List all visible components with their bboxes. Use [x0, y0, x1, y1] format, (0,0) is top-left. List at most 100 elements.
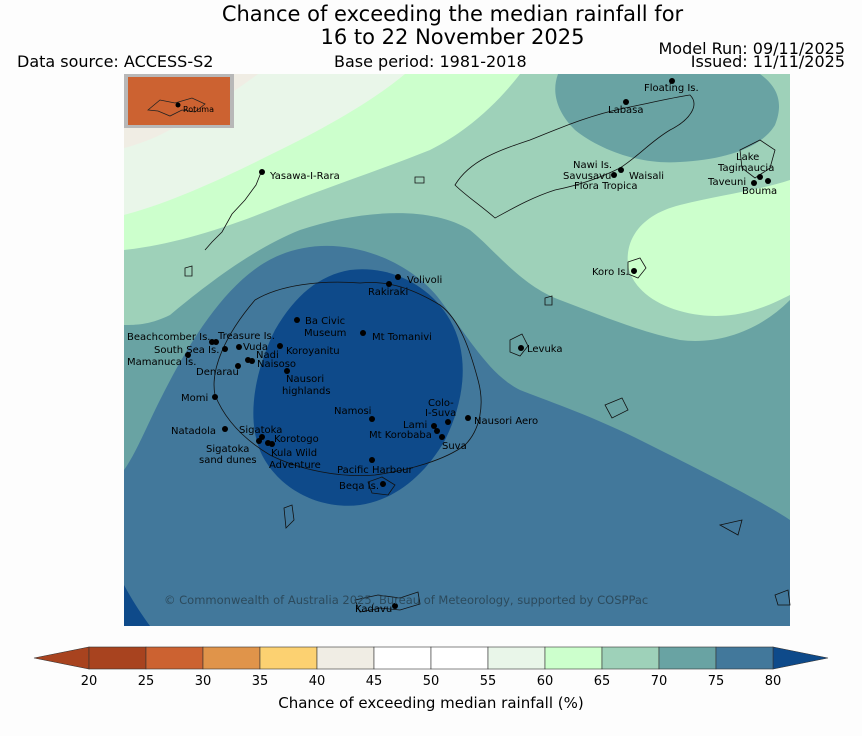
colorbar-tick-25: 25 [138, 674, 155, 689]
floating-is-marker [669, 78, 675, 84]
nawi-is-label: Nawi Is. [573, 160, 612, 171]
flora-tropica-label: Flora Tropica [574, 181, 637, 192]
korotogo-label: Korotogo [274, 434, 319, 445]
nadi-label: Nadi [256, 350, 279, 361]
colorbar-tick-50: 50 [423, 674, 440, 689]
colo-i-suva-label-2: I-Suva [425, 408, 456, 419]
base-period-text: Base period: 1981-2018 [334, 52, 527, 71]
kula-wild-adventure-label-2: Adventure [269, 460, 321, 471]
labasa-label: Labasa [608, 105, 644, 116]
islet-7 [184, 265, 193, 277]
south-sea-is-label: South Sea Is. [154, 345, 219, 356]
lami-label: Lami [403, 420, 427, 431]
sigatoka-sand-dunes-marker [256, 438, 262, 444]
natadola-label: Natadola [171, 426, 216, 437]
contour-80-plus-sw [124, 585, 150, 626]
sigatoka-sand-dunes-label-2: sand dunes [199, 455, 257, 466]
kula-wild-adventure-marker [269, 441, 275, 447]
kula-wild-adventure-label-1: Kula Wild [271, 448, 317, 459]
colorbar-tick-65: 65 [594, 674, 611, 689]
nawi-is-marker [618, 167, 624, 173]
colorbar-tick-30: 30 [195, 674, 212, 689]
colorbar-bin-55-60 [487, 646, 546, 670]
rotuma-marker [175, 102, 181, 108]
chart-title-line1: Chance of exceeding the median rainfall … [221, 2, 684, 26]
kadavu-marker [392, 603, 398, 609]
contour-layer [124, 74, 790, 626]
volivoli-marker [395, 274, 401, 280]
rotuma-label: Rotuma [183, 105, 214, 114]
rakiraki-marker [386, 281, 392, 287]
islet-5 [544, 295, 553, 306]
ovalau-outline [509, 333, 529, 357]
mamanuca-is-marker [185, 352, 191, 358]
colo-i-suva-label-1: Colo- [428, 398, 454, 409]
colorbar-tick-80: 80 [765, 674, 782, 689]
ba-civic-museum-label-1: Ba Civic [305, 316, 345, 327]
nausori-highlands-label-2: highlands [282, 386, 331, 397]
naisoso-marker [249, 358, 255, 364]
treasure-is-marker [213, 339, 219, 345]
koro-is-marker [631, 268, 637, 274]
bouma-marker [765, 178, 771, 184]
kadavu-label: Kadavu [355, 604, 392, 615]
islet-6 [414, 176, 425, 184]
model-run-text: Model Run: 09/11/2025 [658, 39, 846, 58]
floating-is-label: Floating Is. [644, 83, 699, 94]
colorbar-bin-40-45 [316, 646, 375, 670]
taveuni-outline [739, 139, 776, 179]
nausori-aero-label: Nausori Aero [474, 416, 538, 427]
colo-i-suva-marker [445, 419, 451, 425]
colorbar-tick-60: 60 [537, 674, 554, 689]
naisoso-label: Naisoso [257, 359, 296, 370]
colorbar-title: Chance of exceeding median rainfall (%) [278, 694, 583, 712]
copyright-notice: © Commonwealth of Australia 2025, Bureau… [164, 593, 648, 607]
savusavu-label: Savusavu [563, 171, 611, 182]
colorbar-bin-60-65 [544, 646, 603, 670]
kadavu-outline [354, 591, 421, 613]
yasawa-i-rara-marker [259, 169, 265, 175]
suva-label: Suva [442, 441, 467, 452]
islet-3 [604, 397, 629, 419]
contour-60-65-east [627, 180, 790, 316]
colorbar-tick-35: 35 [252, 674, 269, 689]
koroyanitu-marker [277, 343, 283, 349]
beachcomber-is-label: Beachcomber Is. [127, 332, 210, 343]
yasawa-outline [204, 169, 263, 251]
inset-map [128, 77, 230, 125]
waisali-label: Waisali [629, 171, 664, 182]
ba-civic-museum-label-2: Museum [304, 328, 346, 339]
koroyanitu-label: Koroyanitu [286, 346, 340, 357]
treasure-is-label: Treasure Is. [217, 331, 275, 342]
denarau-marker [235, 363, 241, 369]
suva-marker [439, 434, 445, 440]
vuda-marker [236, 344, 242, 350]
colorbar-tick-20: 20 [81, 674, 98, 689]
contour-70-75-north [555, 74, 780, 163]
contour-80-plus [253, 269, 463, 506]
vuda-label: Vuda [243, 342, 268, 353]
ba-civic-museum-marker [294, 317, 300, 323]
colorbar-bin-50-55 [430, 646, 489, 670]
lake-tagimaucia-label-1: Lake [736, 152, 759, 163]
nausori-highlands-marker [284, 368, 290, 374]
islet-1 [283, 504, 295, 529]
colorbar-bin-75-80 [715, 646, 774, 670]
savusavu-marker [611, 172, 617, 178]
colorbar: 20 25 30 35 40 45 50 55 60 65 70 75 80 Chance of exc… [33, 646, 829, 712]
taveuni-label: Taveuni [707, 177, 746, 188]
rotuma-outline [147, 97, 206, 117]
colorbar-bin-45-50 [373, 646, 432, 670]
lami-marker [431, 423, 437, 429]
yasawa-i-rara-label: Yasawa-I-Rara [269, 171, 340, 182]
colorbar-bin-70-75 [658, 646, 717, 670]
colorbar-tick-40: 40 [309, 674, 326, 689]
colorbar-tick-55: 55 [480, 674, 497, 689]
nausori-aero-marker [465, 415, 471, 421]
namosi-label: Namosi [334, 406, 371, 417]
beqa-outline [367, 476, 396, 496]
pacific-harbour-label: Pacific Harbour [337, 465, 414, 476]
data-source-text: Data source: ACCESS-S2 [17, 52, 214, 71]
lake-tagimaucia-marker [757, 174, 763, 180]
colorbar-tick-70: 70 [651, 674, 668, 689]
